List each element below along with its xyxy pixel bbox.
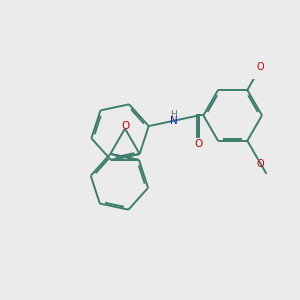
Text: O: O xyxy=(195,140,203,149)
Text: O: O xyxy=(257,159,264,169)
Text: O: O xyxy=(257,62,264,72)
Text: H: H xyxy=(170,110,177,119)
Text: O: O xyxy=(121,122,129,131)
Text: N: N xyxy=(170,116,178,126)
